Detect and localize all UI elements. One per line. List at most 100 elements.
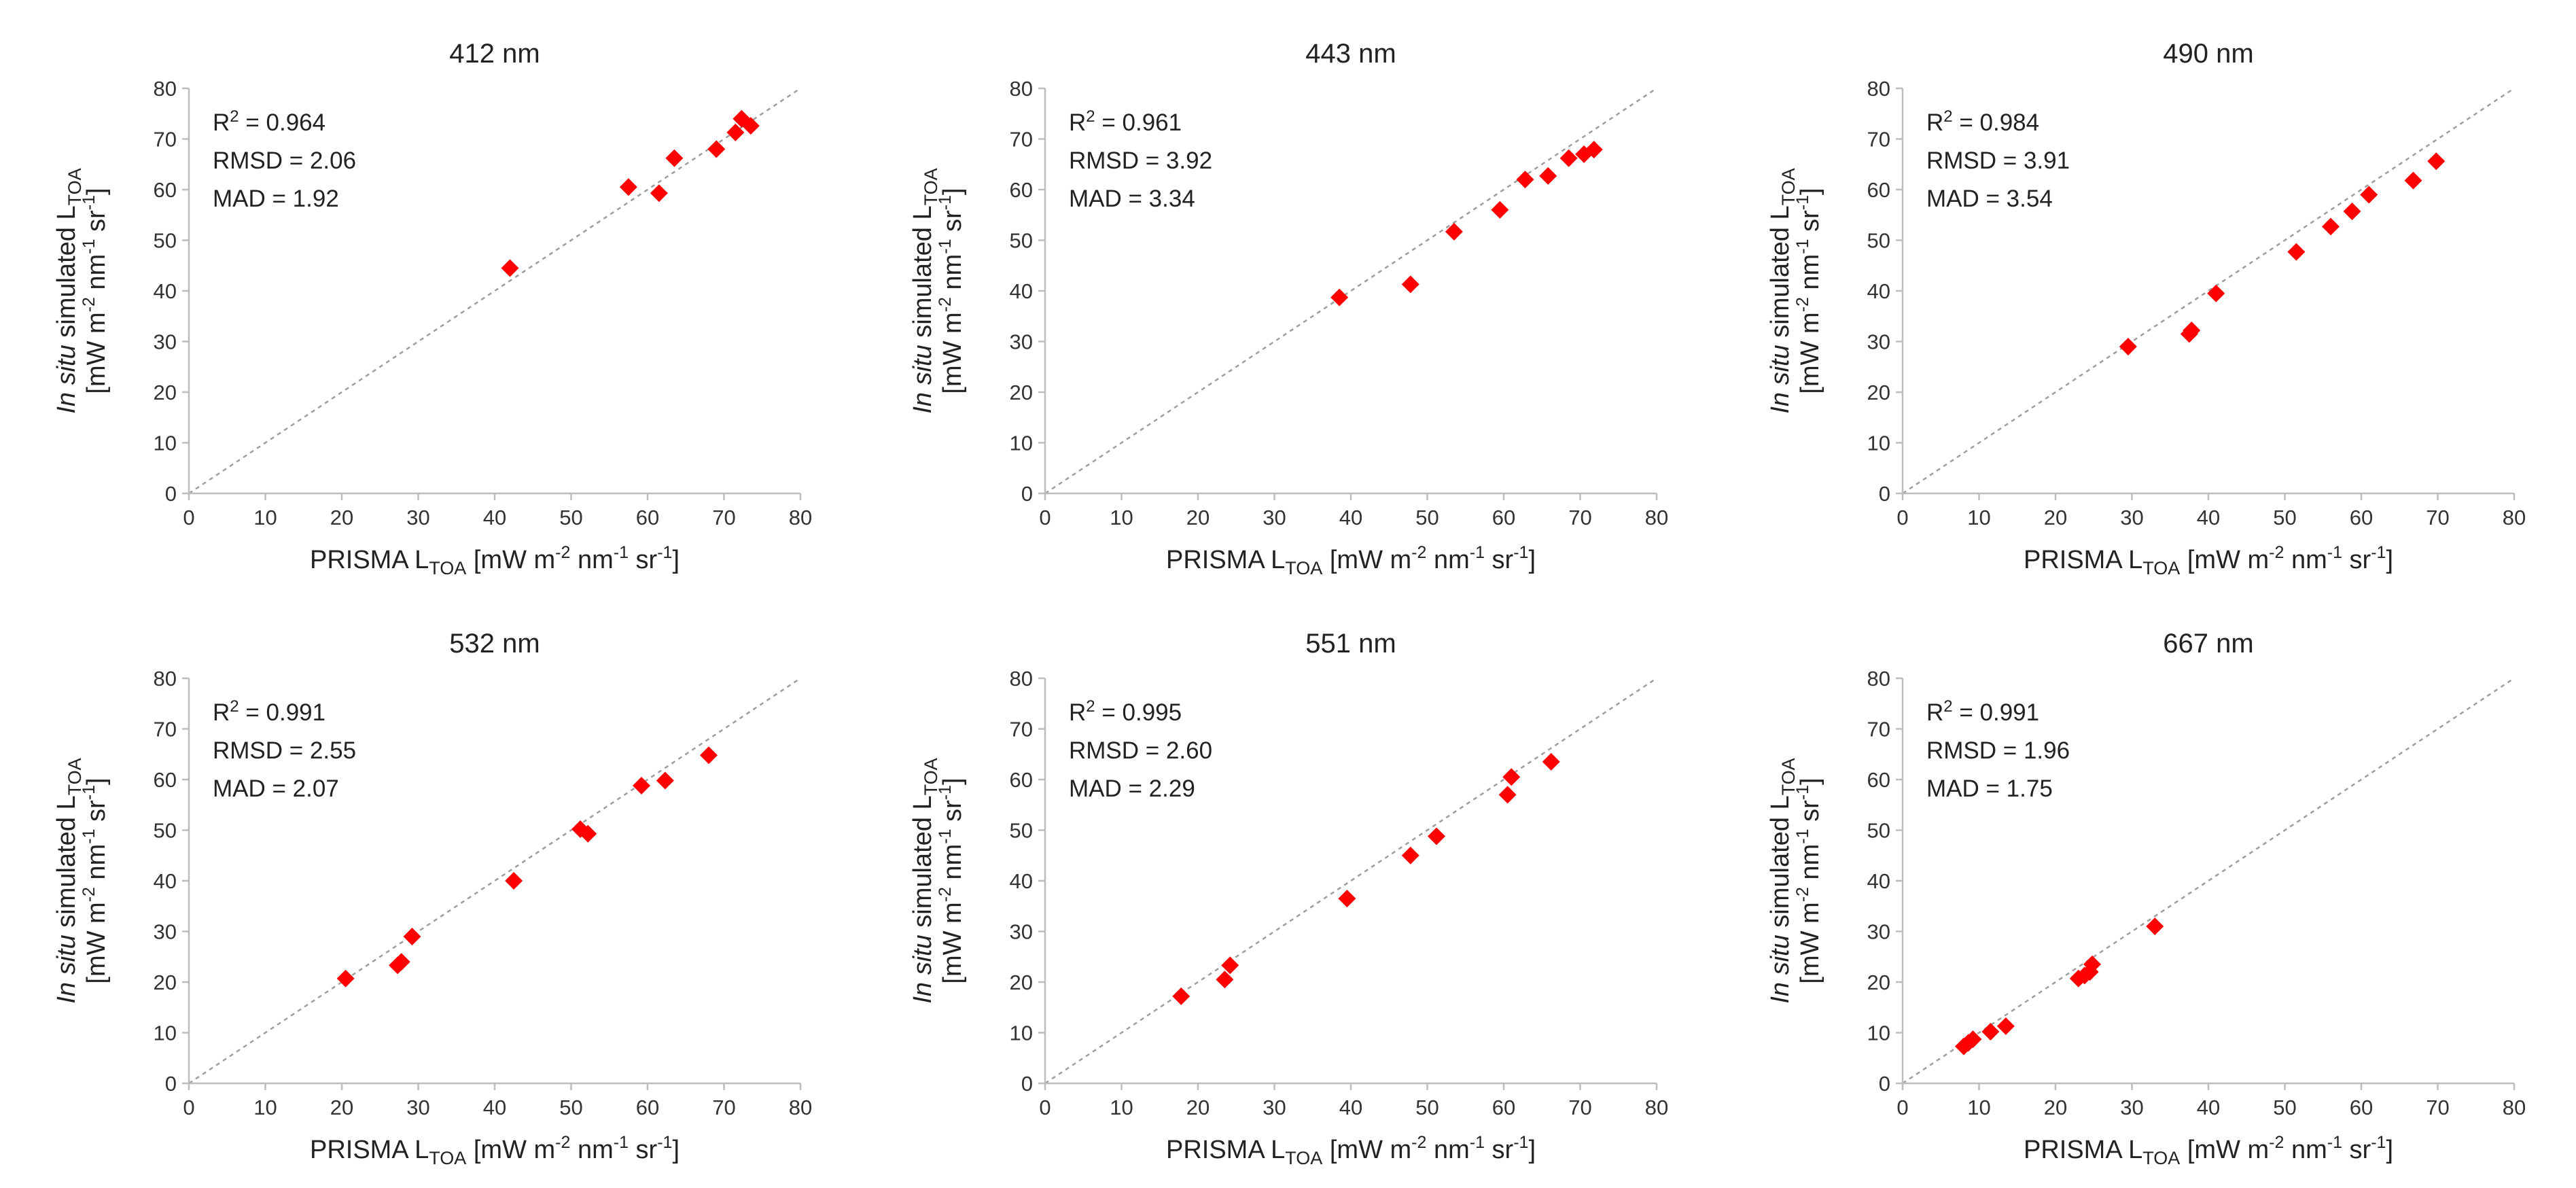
x-tick-label: 50 (559, 506, 582, 529)
data-point (1428, 827, 1445, 845)
r2-annotation: R2 = 0.991 (1926, 697, 2039, 726)
y-units-text: nm (1796, 844, 1824, 887)
data-point (2322, 217, 2340, 236)
y-tick-label: 20 (1867, 381, 1890, 404)
x-label-superscript: -1 (2327, 1133, 2342, 1152)
y-axis-units: [mW m-2 nm-1 sr-1] (936, 778, 967, 983)
data-point (707, 140, 726, 158)
x-label-text: PRISMA L (2024, 546, 2142, 574)
x-label-units: sr (629, 546, 658, 574)
data-point (1502, 768, 1521, 786)
data-point (1216, 971, 1234, 989)
x-label-units: sr (1485, 546, 1514, 574)
data-point (665, 149, 684, 167)
x-axis-label: PRISMA LTOA [mW m-2 nm-1 sr-1] (1166, 1133, 1536, 1168)
y-tick-label: 40 (1867, 869, 1890, 893)
x-label-units: ] (2386, 1136, 2393, 1164)
y-tick-label: 30 (1010, 330, 1033, 354)
y-axis-label: In situ simulated LTOA (1766, 168, 1799, 413)
y-tick-label: 20 (1010, 381, 1033, 404)
data-point (656, 771, 674, 790)
x-tick-label: 60 (2350, 506, 2373, 529)
x-label-units: [mW m (1322, 546, 1411, 574)
x-label-units: ] (2386, 546, 2393, 574)
y-units-text: ] (82, 188, 111, 195)
y-units-text: sr (82, 210, 111, 239)
r2-superscript: 2 (1943, 697, 1952, 716)
x-label-units: nm (570, 546, 613, 574)
y-label-text: simulated L (1766, 205, 1795, 345)
x-label-subscript: TOA (429, 1148, 466, 1168)
data-point (2146, 918, 2164, 936)
y-units-superscript: -1 (936, 828, 955, 843)
y-label-italic: In situ (52, 934, 81, 1003)
rmsd-annotation: RMSD = 2.55 (213, 737, 356, 764)
x-tick-label: 20 (2044, 506, 2067, 529)
x-tick-label: 50 (2273, 1096, 2296, 1119)
y-label-subscript: TOA (1778, 758, 1799, 795)
x-tick-label: 0 (1896, 506, 1908, 529)
y-tick-label: 30 (1867, 330, 1890, 354)
y-units-text: sr (82, 800, 111, 829)
y-tick-label: 70 (1867, 128, 1890, 152)
y-label-italic: In situ (908, 345, 937, 413)
data-point (1542, 752, 1560, 771)
y-units-superscript: -1 (936, 785, 955, 800)
r2-value: = 0.991 (1953, 699, 2039, 726)
x-tick-label: 30 (1263, 1096, 1286, 1119)
data-point (1585, 141, 1603, 159)
y-tick-label: 50 (1867, 229, 1890, 253)
x-tick-label: 30 (1263, 506, 1286, 529)
x-tick-label: 60 (636, 1096, 659, 1119)
x-axis-label: PRISMA LTOA [mW m-2 nm-1 sr-1] (310, 543, 680, 578)
y-tick-label: 70 (1867, 718, 1890, 741)
data-point (1401, 275, 1419, 294)
y-units-text: nm (82, 254, 111, 297)
x-tick-label: 10 (1110, 506, 1133, 529)
y-units-text: ] (82, 778, 111, 785)
data-point (1559, 149, 1578, 167)
data-point (700, 746, 718, 765)
y-tick-label: 10 (1867, 432, 1890, 455)
x-tick-label: 50 (1415, 1096, 1439, 1119)
y-tick-label: 70 (1010, 718, 1033, 741)
y-tick-label: 0 (1021, 482, 1033, 506)
x-tick-label: 60 (1492, 506, 1515, 529)
y-units-text: ] (938, 188, 967, 195)
data-point (505, 872, 523, 890)
x-label-units: sr (2342, 546, 2371, 574)
y-tick-label: 20 (154, 381, 177, 404)
y-units-text: [mW m (82, 312, 111, 394)
y-units-superscript: -2 (80, 887, 99, 902)
r2-label: R (1926, 109, 1943, 136)
x-tick-label: 70 (2426, 1096, 2449, 1119)
y-tick-label: 0 (1879, 482, 1890, 506)
mad-annotation: MAD = 3.54 (1926, 186, 2053, 212)
x-label-units: [mW m (1322, 1136, 1411, 1164)
y-units-text: [mW m (1796, 902, 1824, 983)
y-tick-label: 80 (154, 77, 177, 101)
data-point (1498, 786, 1517, 804)
y-label-subscript: TOA (921, 758, 941, 795)
r2-value: = 0.995 (1095, 699, 1182, 726)
x-label-text: PRISMA L (1166, 546, 1285, 574)
mad-annotation: MAD = 3.34 (1069, 186, 1195, 212)
rmsd-annotation: RMSD = 3.91 (1926, 147, 2070, 174)
y-label-text: simulated L (52, 795, 81, 934)
y-units-text: ] (1796, 188, 1824, 195)
x-tick-label: 80 (1645, 506, 1668, 529)
x-label-units: [mW m (2180, 546, 2269, 574)
data-point (1221, 956, 1239, 975)
y-axis-label: In situ simulated LTOA (908, 758, 941, 1003)
x-tick-label: 0 (183, 1096, 194, 1119)
x-label-superscript: -1 (657, 1133, 672, 1152)
data-point (336, 969, 355, 988)
r2-superscript: 2 (230, 107, 239, 126)
r2-label: R (213, 699, 230, 726)
x-label-units: [mW m (2180, 1136, 2269, 1164)
x-label-units: nm (1426, 546, 1469, 574)
y-axis-label: In situ simulated LTOA (908, 168, 941, 413)
x-label-superscript: -2 (1411, 1133, 1426, 1152)
y-tick-label: 60 (1867, 178, 1890, 202)
y-label-subscript: TOA (65, 168, 85, 205)
